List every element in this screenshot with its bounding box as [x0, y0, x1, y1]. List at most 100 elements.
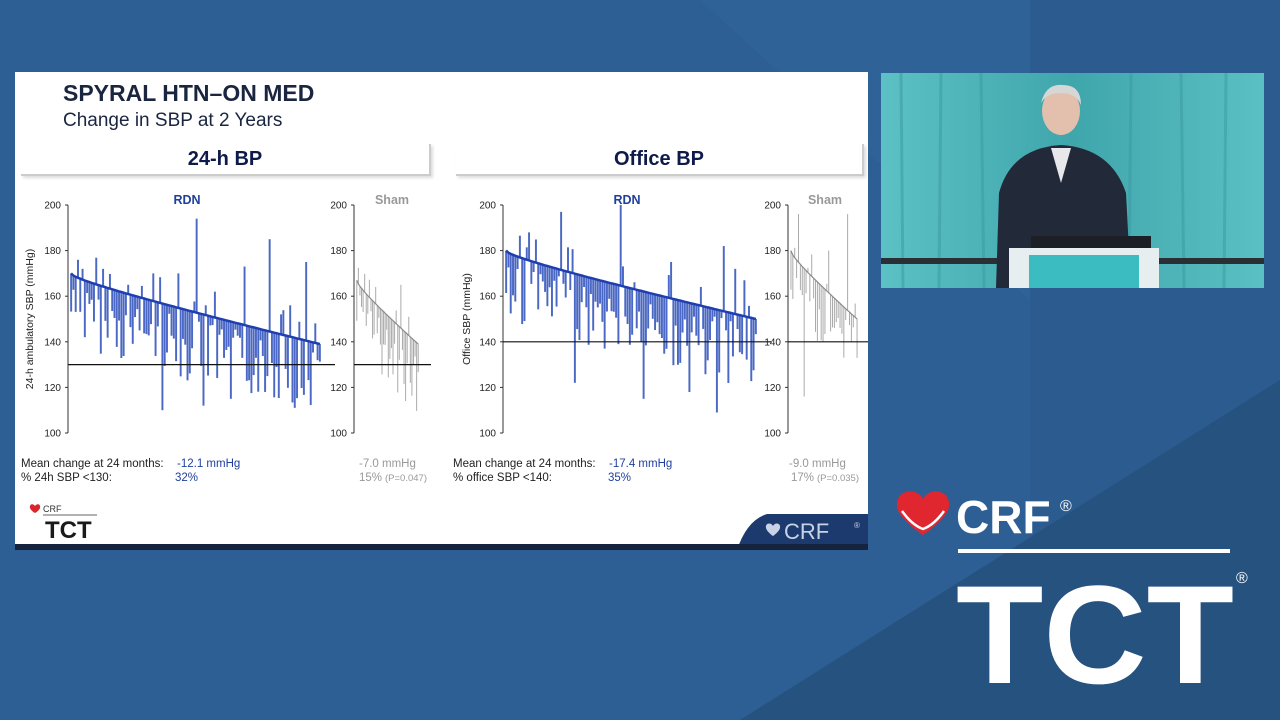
crf-small-text: CRF [43, 504, 62, 514]
bar [270, 332, 273, 363]
bar [204, 305, 207, 316]
bar [191, 311, 194, 349]
bar [92, 283, 95, 322]
bar [601, 280, 604, 322]
bar [727, 312, 730, 383]
bar [583, 276, 586, 288]
bar [414, 341, 416, 357]
y-tick-label: 160 [479, 292, 496, 303]
bar [120, 292, 123, 359]
bar [628, 288, 631, 345]
bar [186, 310, 189, 381]
bar [539, 264, 542, 275]
baseline-curve-rdn [70, 272, 321, 346]
bar [170, 306, 173, 336]
bar [211, 316, 214, 326]
bar [516, 256, 519, 270]
footer-left-row2-label: % 24h SBP <130: [21, 472, 112, 484]
bar [252, 327, 255, 376]
bar [816, 281, 818, 341]
bar [697, 305, 700, 346]
bar [706, 307, 709, 361]
bar [745, 316, 748, 360]
bar [560, 211, 563, 270]
bar [314, 323, 317, 343]
bar [663, 296, 666, 354]
bar [815, 280, 816, 332]
bar [129, 294, 132, 328]
y-tick-label: 180 [330, 246, 347, 257]
bar [106, 287, 109, 338]
bar [193, 301, 196, 313]
bar [573, 273, 576, 383]
bar [406, 333, 408, 364]
bar [546, 266, 549, 307]
bar [525, 247, 528, 260]
bar [389, 317, 391, 359]
crf-registered: ® [1060, 498, 1072, 515]
bar [820, 285, 822, 341]
bar [681, 301, 684, 333]
bar [818, 283, 820, 310]
y-tick-label: 120 [330, 383, 347, 394]
bar [562, 270, 565, 284]
bar [514, 255, 517, 302]
bar [801, 266, 803, 296]
bar [711, 308, 714, 322]
bar [365, 293, 367, 326]
bar [805, 270, 807, 294]
bar [828, 250, 830, 293]
bar [809, 274, 811, 302]
bar [316, 343, 319, 361]
footer-left-sham-pct: 15% [359, 472, 383, 484]
bar [403, 331, 405, 385]
bar [748, 305, 750, 318]
bar [309, 341, 312, 405]
bar [268, 239, 271, 332]
bar [395, 310, 397, 324]
bar [375, 287, 377, 304]
bar [150, 300, 152, 325]
bar [81, 268, 84, 280]
bar [505, 250, 508, 293]
bar [642, 291, 645, 399]
bar [557, 269, 560, 277]
bar [594, 279, 597, 302]
bar [147, 299, 150, 336]
bar [209, 316, 212, 326]
bar [236, 323, 239, 336]
crf-tct-logo: CRF ® TCT ® [896, 491, 1248, 695]
bar [509, 253, 512, 314]
bar [293, 337, 296, 408]
bar [175, 307, 178, 362]
bar [90, 282, 93, 300]
bar [693, 304, 695, 317]
bar [400, 284, 402, 329]
bar [631, 288, 634, 335]
bar [553, 267, 556, 281]
bar [124, 293, 127, 316]
bar [635, 289, 638, 329]
group-label-rdn: RDN [173, 193, 200, 207]
y-axis-label-0: 24-h ambulatory SBP (mmHg) [24, 249, 36, 389]
bar [401, 329, 403, 350]
y-tick-label: 160 [764, 292, 781, 303]
bar [521, 258, 524, 325]
bar [266, 330, 269, 377]
bar [679, 300, 682, 363]
bar [852, 315, 854, 328]
bar [166, 304, 168, 353]
y-tick-label: 120 [764, 383, 781, 394]
bar [284, 335, 287, 369]
bar [177, 273, 180, 308]
bar [397, 325, 399, 393]
bar [690, 303, 693, 333]
bar [599, 280, 602, 304]
bar [245, 325, 248, 381]
bar [649, 293, 652, 305]
bar [610, 283, 613, 312]
bar [647, 292, 650, 329]
group-label-sham: Sham [808, 193, 842, 207]
bar [790, 250, 792, 290]
bar [202, 314, 205, 406]
